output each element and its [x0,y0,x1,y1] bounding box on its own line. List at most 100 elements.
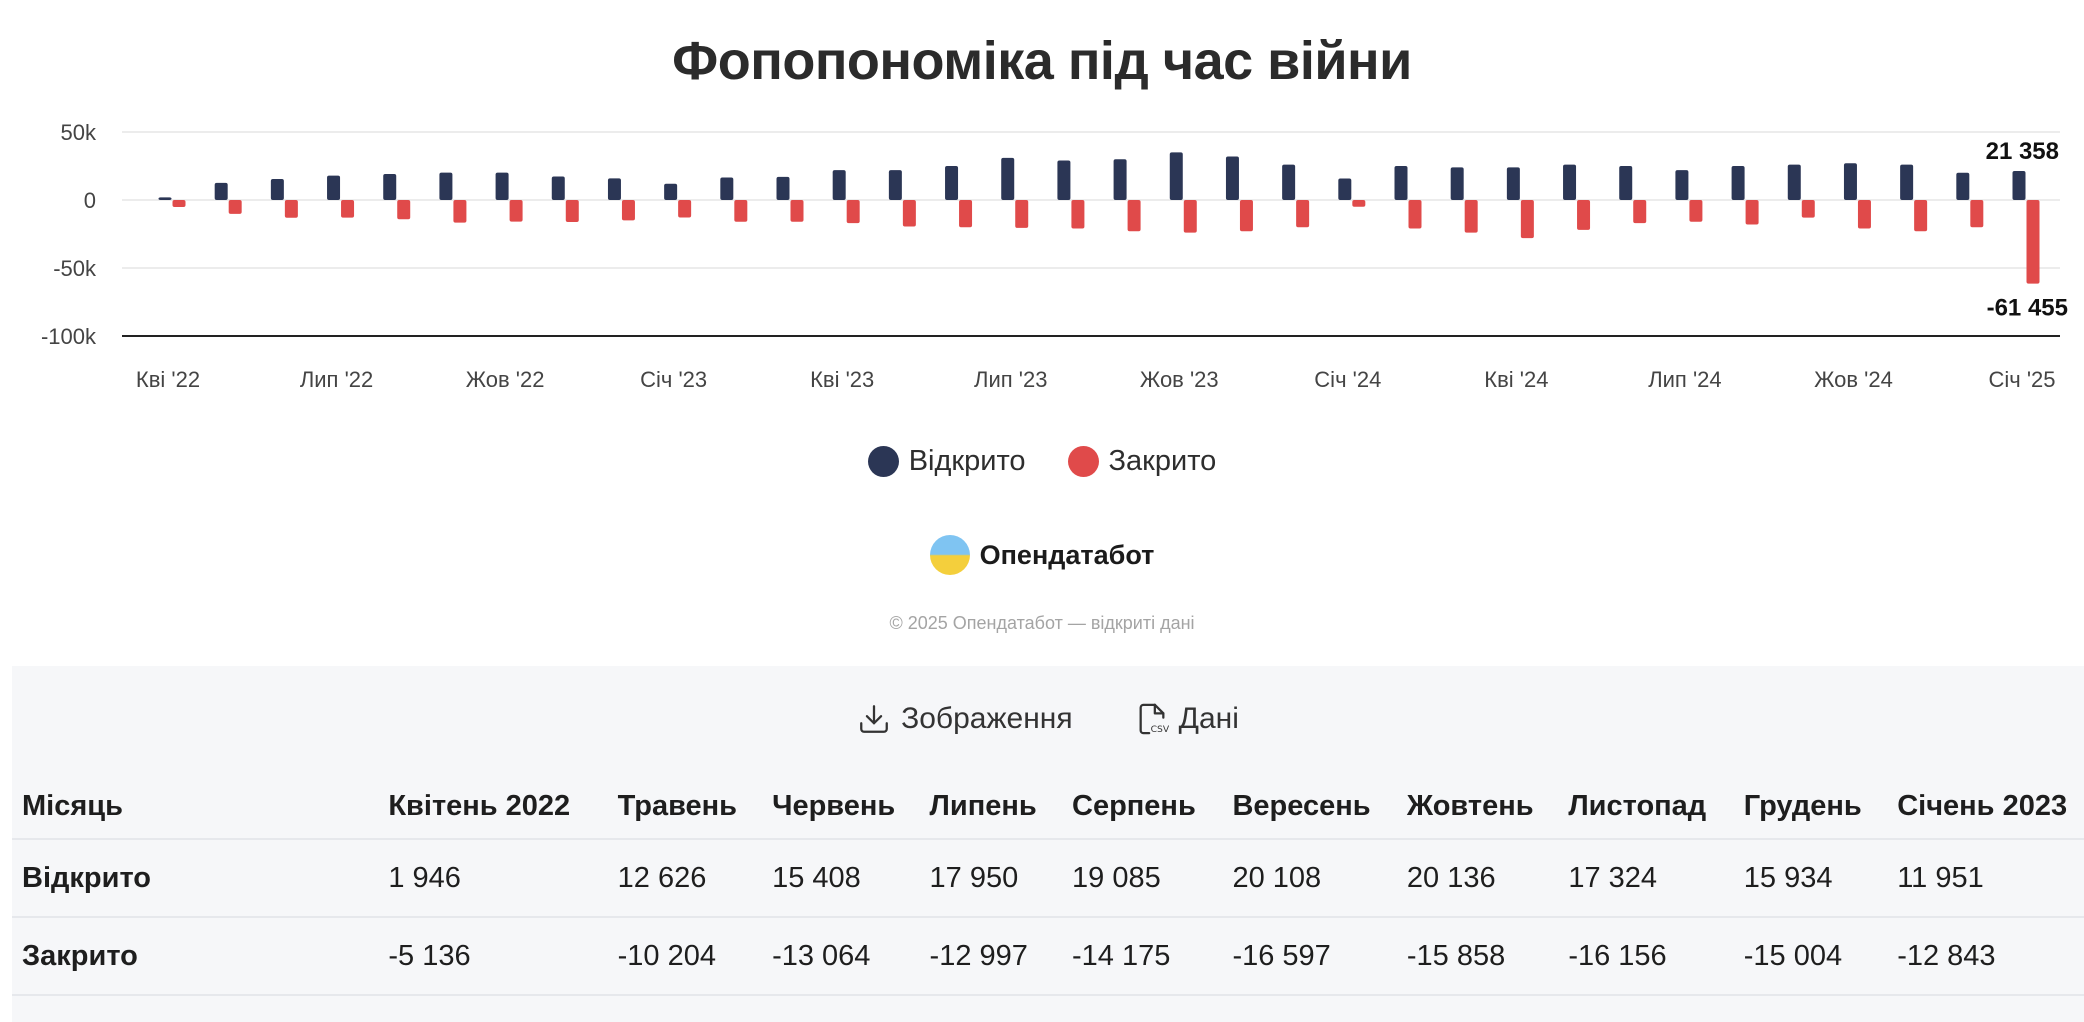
table-cell: -16 156 [1568,916,1744,996]
table-header-cell: Вересень [1232,789,1371,822]
table-cell: 1 946 [388,838,618,917]
brand: Опендатабот [0,535,2084,575]
bar-opened [1001,157,1015,200]
bar-closed [284,200,298,218]
bar-closed [790,200,804,222]
bar-opened [1956,172,1970,200]
table-cell: 15 934 [1743,838,1898,917]
bar-opened [1506,167,1520,200]
bar-closed [1970,200,1984,228]
table-header-cell: Липень [929,789,1037,822]
table-row-closed: Закрито -5 136 -10 204 -13 064 -12 997 -… [12,916,2084,996]
bar-closed [1464,200,1478,233]
x-tick-label: Січ '23 [640,367,707,392]
bar-closed [846,200,860,224]
bar-opened [1338,178,1352,200]
y-tick-label: -50k [53,256,97,281]
bar-opened [720,177,734,200]
table-cell: -16 597 [1232,916,1407,996]
table-cell: -5 136 [388,916,618,996]
bar-closed [1801,200,1815,218]
table-cell: 17 950 [929,838,1072,917]
bar-closed [1857,200,1871,229]
bar-opened [1282,164,1296,200]
bar-closed [1239,200,1253,232]
table-header-month: Місяць [22,789,123,822]
bar-opened [1113,159,1127,200]
table-header-cell: Січень 2023 [1897,789,2068,822]
bar-closed [565,200,579,222]
bar-opened [1057,160,1071,200]
table-header-cell: Листопад [1568,789,1707,822]
table-cell: 19 085 [1072,838,1233,917]
bar-opened [214,182,228,200]
bar-closed [341,200,355,218]
bar-closed [228,200,242,214]
download-image-label: Зображення [901,702,1073,735]
table-header-row: Місяць Квітень 2022 Травень Червень Липе… [12,774,2084,839]
bar-closed [1520,200,1534,239]
bar-closed [172,200,186,207]
bar-closed [959,200,973,228]
x-tick-label: Лип '24 [1648,367,1721,392]
bar-closed [621,200,635,221]
x-tick-label: Січ '25 [1988,367,2055,392]
x-tick-label: Жов '22 [466,367,545,392]
bar-closed [453,200,467,223]
download-icon [860,705,889,733]
legend-item-closed[interactable]: Закрито [1067,445,1216,478]
table-header-cell: Грудень [1743,789,1862,822]
download-data-label: Дані [1178,702,1239,735]
bar-closed [1633,200,1647,224]
bar-opened [1563,164,1577,200]
x-tick-label: Кві '23 [810,367,874,392]
chart-legend: Відкрито Закрито [0,445,2084,478]
data-label: -61 455 [1987,295,2068,322]
table-cell: 20 136 [1406,838,1569,917]
download-data-button[interactable]: CSV Дані [1135,702,1239,736]
table-cell: -13 064 [772,916,930,996]
bar-closed [1745,200,1759,225]
legend-label-opened: Відкрито [908,445,1026,477]
bar-closed [1689,200,1703,222]
chart-title: Фопопономіка під час війни [672,31,1412,91]
bar-opened [1675,170,1689,200]
download-image-button[interactable]: Зображення [857,702,1073,736]
bar-closed [1071,200,1085,229]
bar-closed [1914,200,1928,232]
bar-opened [1787,164,1801,200]
table-cell: 17 324 [1568,838,1744,917]
bar-opened [1225,156,1239,200]
x-tick-label: Жов '23 [1140,367,1219,392]
bar-opened [1450,167,1464,200]
x-tick-label: Кві '22 [136,367,200,392]
table-header-cell: Жовтень [1406,789,1534,822]
bar-opened [439,172,453,200]
bar-opened [551,176,565,200]
table-cell: 15 408 [772,838,930,917]
bar-closed [1352,200,1366,207]
bar-opened [2012,170,2026,200]
data-table: Місяць Квітень 2022 Травень Червень Липе… [12,774,2084,996]
legend-item-opened[interactable]: Відкрито [867,445,1026,478]
data-panel: Зображення CSV Дані Місяць Квітень 2022 … [12,666,2084,1022]
bar-opened [383,174,397,200]
bar-opened [1169,152,1183,200]
csv-file-icon: CSV [1139,703,1169,735]
legend-dot-closed [1067,446,1099,477]
bar-opened [1619,166,1633,200]
bar-closed [1296,200,1310,228]
bar-opened [495,172,509,200]
bar-opened [270,179,284,200]
bar-closed [678,200,692,218]
x-tick-label: Січ '24 [1314,367,1381,392]
download-actions: Зображення CSV Дані [12,702,2084,736]
table-header-cell: Травень [617,789,737,822]
x-tick-label: Лип '23 [974,367,1047,392]
bar-opened [945,166,959,200]
bar-opened [776,176,790,200]
table-row-label: Відкрито [12,838,389,917]
legend-dot-opened [867,446,899,477]
x-tick-label: Кві '24 [1484,367,1548,392]
brand-name: Опендатабот [979,539,1155,570]
